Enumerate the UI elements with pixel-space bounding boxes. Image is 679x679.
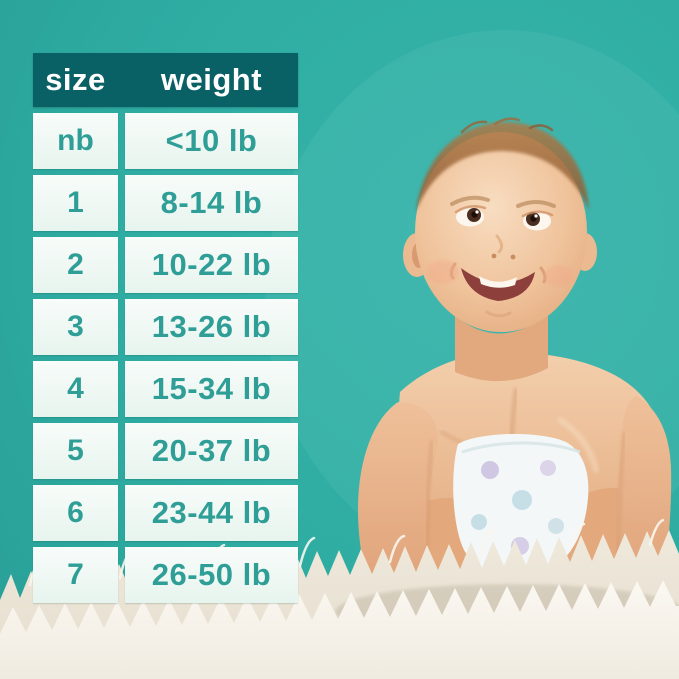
weight-cell: 10-22 lb xyxy=(125,237,298,293)
weight-cell: <10 lb xyxy=(125,113,298,169)
fur-front-layer xyxy=(0,580,679,679)
table-row: 2 10-22 lb xyxy=(33,237,298,293)
table-row: 3 13-26 lb xyxy=(33,299,298,355)
size-cell: nb xyxy=(33,113,118,169)
table-body: nb <10 lb 1 8-14 lb 2 10-22 lb 3 13-26 l… xyxy=(33,113,298,603)
fur-rug xyxy=(0,518,679,679)
size-cell: 6 xyxy=(33,485,118,541)
size-cell: 3 xyxy=(33,299,118,355)
baby-hair xyxy=(416,117,589,212)
baby-left-arm xyxy=(358,402,438,606)
table-row: 7 26-50 lb xyxy=(33,547,298,603)
table-header: size weight xyxy=(33,53,298,107)
table-row: 6 23-44 lb xyxy=(33,485,298,541)
weight-cell: 15-34 lb xyxy=(125,361,298,417)
size-cell: 5 xyxy=(33,423,118,479)
column-header-size: size xyxy=(45,62,106,97)
size-cell: 4 xyxy=(33,361,118,417)
table-row: 4 15-34 lb xyxy=(33,361,298,417)
table-row: nb <10 lb xyxy=(33,113,298,169)
column-header-weight: weight xyxy=(160,62,263,97)
weight-cell: 13-26 lb xyxy=(125,299,298,355)
size-weight-table: size weight nb <10 lb 1 8-14 lb 2 10-22 … xyxy=(33,53,298,603)
diaper xyxy=(453,433,589,580)
weight-cell: 8-14 lb xyxy=(125,175,298,231)
weight-cell: 26-50 lb xyxy=(125,547,298,603)
table-row: 5 20-37 lb xyxy=(33,423,298,479)
table-row: 1 8-14 lb xyxy=(33,175,298,231)
size-cell: 7 xyxy=(33,547,118,603)
size-cell: 2 xyxy=(33,237,118,293)
baby-face xyxy=(427,195,574,318)
weight-cell: 23-44 lb xyxy=(125,485,298,541)
weight-cell: 20-37 lb xyxy=(125,423,298,479)
baby-neck xyxy=(455,314,548,382)
size-cell: 1 xyxy=(33,175,118,231)
